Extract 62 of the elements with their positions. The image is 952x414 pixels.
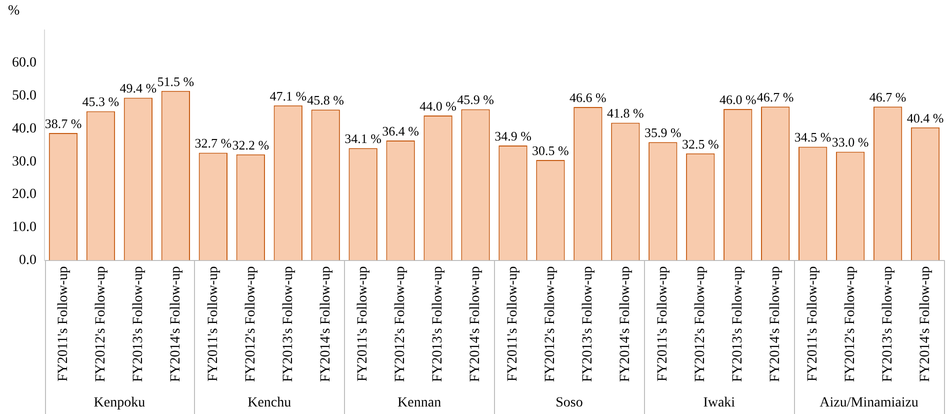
- data-label: 41.8 %: [607, 106, 644, 121]
- x-tick-label: FY2014's Follow-up: [468, 266, 484, 382]
- data-label: 49.4 %: [120, 80, 157, 96]
- x-tick-label: FY2013's Follow-up: [580, 266, 596, 382]
- x-tick-label: FY2011's Follow-up: [206, 266, 221, 382]
- x-tick-label: FY2014's Follow-up: [168, 266, 184, 382]
- data-label: 32.5 %: [682, 136, 719, 152]
- data-label: 34.9 %: [494, 128, 532, 144]
- x-tick-label: FY2013's Follow-up: [430, 266, 446, 382]
- data-label: 45.9 %: [457, 92, 494, 108]
- data-label: 46.7 %: [756, 90, 794, 105]
- x-tick-label: FY2014's Follow-up: [318, 266, 334, 382]
- y-tick-label: 50.0: [12, 88, 36, 104]
- y-tick-label: 40.0: [12, 121, 36, 136]
- y-tick-label: 0.0: [19, 252, 36, 268]
- x-tick-label: FY2013's Follow-up: [280, 266, 296, 382]
- x-tick-label: FY2012's Follow-up: [243, 266, 258, 382]
- x-tick-label: FY2013's Follow-up: [130, 266, 146, 382]
- data-label: 35.9 %: [644, 125, 682, 140]
- text: Aizu/Minamiaizu: [820, 396, 918, 411]
- data-label: 51.5 %: [157, 74, 194, 89]
- x-tick-label: FY2011's Follow-up: [506, 266, 521, 382]
- data-label: 45.3 %: [82, 94, 120, 110]
- x-tick-label: FY2011's Follow-up: [356, 266, 371, 382]
- y-tick-label: 60.0: [12, 56, 36, 71]
- data-label: 32.2 %: [232, 137, 270, 152]
- data-label: 36.4 %: [382, 123, 420, 138]
- data-label: 40.4 %: [906, 110, 944, 126]
- x-tick-label: FY2014's Follow-up: [918, 266, 933, 382]
- data-label: 46.6 %: [570, 90, 607, 105]
- y-tick-label: 20.0: [12, 187, 36, 202]
- x-tick-label: FY2011's Follow-up: [656, 266, 671, 382]
- data-label: 45.8 %: [307, 92, 344, 108]
- data-label: 38.7 %: [44, 116, 82, 131]
- data-label: 33.0 %: [832, 134, 869, 150]
- data-label: 46.7 %: [869, 90, 906, 105]
- x-tick-label: FY2012's Follow-up: [693, 266, 708, 382]
- x-tick-label: FY2012's Follow-up: [93, 266, 108, 382]
- data-label: 47.1 %: [270, 88, 307, 104]
- data-label: 46.0 %: [719, 92, 756, 107]
- x-tick-label: FY2011's Follow-up: [56, 266, 71, 382]
- x-tick-label: FY2011's Follow-up: [805, 266, 820, 382]
- text: Iwaki: [703, 396, 736, 411]
- text: Soso: [556, 396, 583, 411]
- x-tick-label: FY2014's Follow-up: [768, 266, 784, 382]
- x-tick-label: FY2012's Follow-up: [393, 266, 408, 382]
- y-tick-label: 10.0: [12, 220, 36, 236]
- x-tick-label: FY2013's Follow-up: [880, 266, 896, 382]
- text: Kenpoku: [94, 396, 146, 411]
- x-tick-label: FY2012's Follow-up: [543, 266, 558, 382]
- data-label: 34.1 %: [344, 131, 382, 146]
- y-axis-title: %: [8, 4, 20, 19]
- x-tick-label: FY2013's Follow-up: [730, 266, 746, 382]
- y-tick-label: 30.0: [12, 154, 36, 170]
- data-label: 32.7 %: [194, 136, 232, 151]
- x-tick-label: FY2012's Follow-up: [842, 266, 858, 382]
- data-label: 30.5 %: [532, 142, 570, 158]
- data-label: 34.5 %: [794, 130, 832, 145]
- data-label: 44.0 %: [420, 98, 457, 114]
- text: Kennan: [398, 396, 442, 411]
- text: Kenchu: [248, 396, 292, 411]
- x-tick-label: FY2014's Follow-up: [618, 266, 634, 382]
